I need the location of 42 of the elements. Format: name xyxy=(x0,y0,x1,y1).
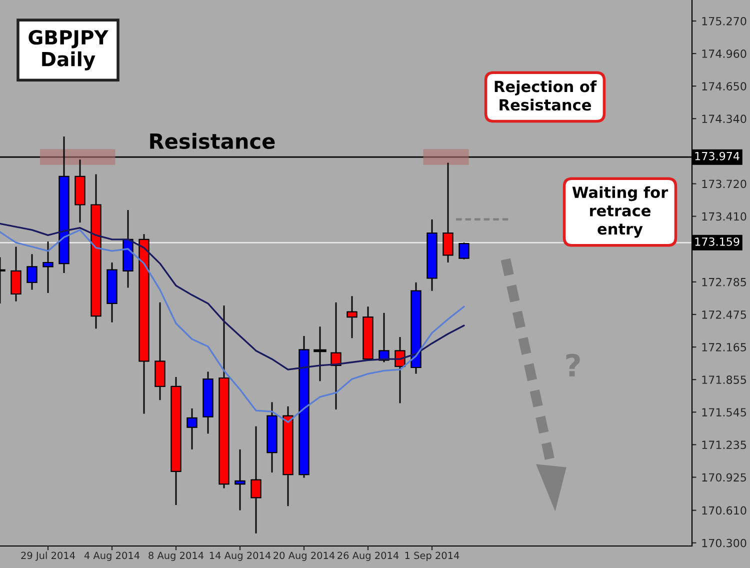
y-tick-label: 172.475 xyxy=(702,310,746,319)
candlestick xyxy=(442,162,454,264)
y-tick-label: 173.720 xyxy=(702,180,746,188)
line-series xyxy=(0,229,465,423)
text: ? xyxy=(566,354,580,376)
x-tick-label: 20 Aug 2014 xyxy=(274,552,335,561)
annotation: Resistance xyxy=(150,132,275,150)
text: Waiting for retrace entry xyxy=(572,186,668,238)
y-tick-label: 172.785 xyxy=(702,278,746,286)
y-tick-label: 171.235 xyxy=(702,440,746,450)
candlestick xyxy=(234,448,246,511)
line-series xyxy=(0,222,465,370)
x-tick-label: 8 Aug 2014 xyxy=(148,552,204,561)
ref-line-label: 173.974 xyxy=(695,152,740,160)
candlestick xyxy=(346,295,358,339)
y-tick-label: 170.300 xyxy=(702,538,746,548)
y-tick-label: 170.925 xyxy=(702,473,746,482)
candlestick xyxy=(10,246,22,302)
y-tick-label: 174.960 xyxy=(702,50,746,58)
text: GBPJPY Daily xyxy=(28,30,108,70)
y-tick-label: 171.855 xyxy=(702,376,746,384)
y-tick-label: 174.650 xyxy=(702,82,746,90)
candlestick xyxy=(186,408,198,450)
text: Rejection of Resistance xyxy=(494,80,597,111)
candlestick xyxy=(330,302,342,410)
ref-line-label: 173.159 xyxy=(695,237,740,246)
x-tick-label: 14 Aug 2014 xyxy=(210,552,271,561)
y-tick-label: 170.610 xyxy=(702,506,746,515)
candlestick xyxy=(26,253,38,290)
candlestick xyxy=(458,242,470,260)
y-tick-label: 174.340 xyxy=(702,114,746,124)
candlestick xyxy=(394,336,406,404)
x-tick-label: 4 Aug 2014 xyxy=(84,552,140,561)
candlestick xyxy=(42,240,54,294)
x-tick-label: 26 Aug 2014 xyxy=(338,552,399,561)
y-tick-label: 173.410 xyxy=(702,212,746,221)
y-tick-label: 171.545 xyxy=(702,408,746,417)
y-tick-label: 175.270 xyxy=(702,16,746,26)
candlestick xyxy=(250,426,262,534)
x-tick-label: 29 Jul 2014 xyxy=(21,552,75,561)
y-tick-label: 172.165 xyxy=(702,343,746,352)
x-tick-label: 1 Sep 2014 xyxy=(405,552,460,561)
